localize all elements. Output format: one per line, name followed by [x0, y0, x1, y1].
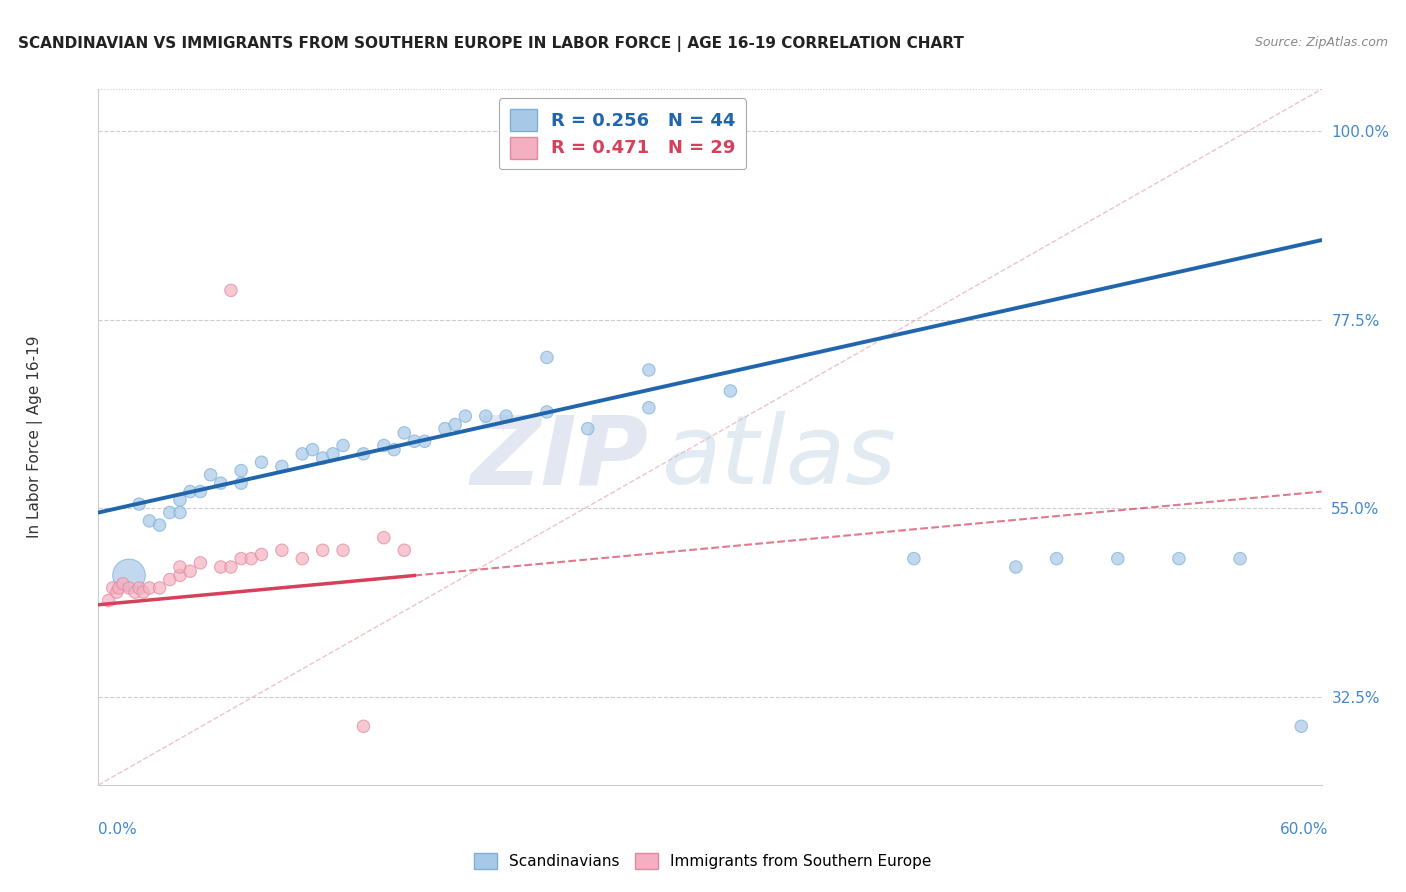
Point — [903, 551, 925, 566]
Point — [373, 438, 395, 452]
Point — [444, 417, 467, 432]
Point — [413, 434, 436, 449]
Point — [231, 464, 253, 478]
Point — [434, 422, 457, 436]
Point — [1291, 719, 1313, 733]
Text: atlas: atlas — [661, 411, 896, 505]
Point — [159, 506, 181, 520]
Point — [124, 585, 146, 599]
Point — [179, 484, 201, 499]
Point — [637, 363, 661, 377]
Point — [149, 518, 172, 533]
Point — [352, 719, 374, 733]
Point — [209, 560, 232, 574]
Point — [138, 514, 160, 528]
Point — [219, 284, 242, 298]
Point — [169, 506, 191, 520]
Point — [188, 484, 212, 499]
Point — [179, 564, 201, 578]
Point — [404, 434, 426, 449]
Point — [495, 409, 517, 424]
Point — [291, 447, 314, 461]
Point — [536, 405, 558, 419]
Point — [111, 576, 134, 591]
Point — [270, 543, 294, 558]
Y-axis label: In Labor Force | Age 16-19: In Labor Force | Age 16-19 — [27, 335, 42, 539]
Point — [312, 450, 335, 465]
Point — [240, 551, 263, 566]
Point — [188, 556, 212, 570]
Point — [132, 585, 155, 599]
Point — [231, 551, 253, 566]
Point — [1229, 551, 1251, 566]
Point — [149, 581, 172, 595]
Point — [97, 593, 120, 607]
Text: Source: ZipAtlas.com: Source: ZipAtlas.com — [1254, 36, 1388, 49]
Point — [219, 560, 242, 574]
Point — [128, 581, 150, 595]
Point — [1167, 551, 1189, 566]
Point — [637, 401, 661, 415]
Point — [270, 459, 294, 474]
Point — [1107, 551, 1129, 566]
Legend: Scandinavians, Immigrants from Southern Europe: Scandinavians, Immigrants from Southern … — [468, 847, 938, 875]
Point — [382, 442, 405, 457]
Point — [250, 455, 273, 469]
Point — [718, 384, 742, 398]
Point — [332, 438, 354, 452]
Point — [138, 581, 160, 595]
Text: 0.0%: 0.0% — [98, 822, 138, 837]
Point — [1004, 560, 1026, 574]
Point — [322, 447, 344, 461]
Point — [352, 447, 374, 461]
Point — [1045, 551, 1069, 566]
Text: 60.0%: 60.0% — [1281, 822, 1329, 837]
Legend: R = 0.256   N = 44, R = 0.471   N = 29: R = 0.256 N = 44, R = 0.471 N = 29 — [499, 98, 747, 169]
Point — [474, 409, 498, 424]
Point — [118, 581, 141, 595]
Point — [101, 581, 124, 595]
Point — [209, 476, 232, 491]
Point — [200, 467, 222, 482]
Point — [169, 492, 191, 507]
Point — [536, 351, 558, 365]
Point — [301, 442, 323, 457]
Point — [105, 585, 128, 599]
Point — [250, 548, 273, 562]
Point — [392, 425, 416, 440]
Point — [169, 560, 191, 574]
Point — [231, 476, 253, 491]
Point — [118, 568, 141, 582]
Point — [454, 409, 477, 424]
Text: SCANDINAVIAN VS IMMIGRANTS FROM SOUTHERN EUROPE IN LABOR FORCE | AGE 16-19 CORRE: SCANDINAVIAN VS IMMIGRANTS FROM SOUTHERN… — [18, 36, 965, 52]
Point — [169, 568, 191, 582]
Point — [576, 422, 599, 436]
Point — [108, 581, 131, 595]
Point — [312, 543, 335, 558]
Point — [332, 543, 354, 558]
Point — [128, 497, 150, 511]
Text: ZIP: ZIP — [471, 411, 648, 505]
Point — [159, 573, 181, 587]
Point — [291, 551, 314, 566]
Point — [392, 543, 416, 558]
Point — [373, 531, 395, 545]
